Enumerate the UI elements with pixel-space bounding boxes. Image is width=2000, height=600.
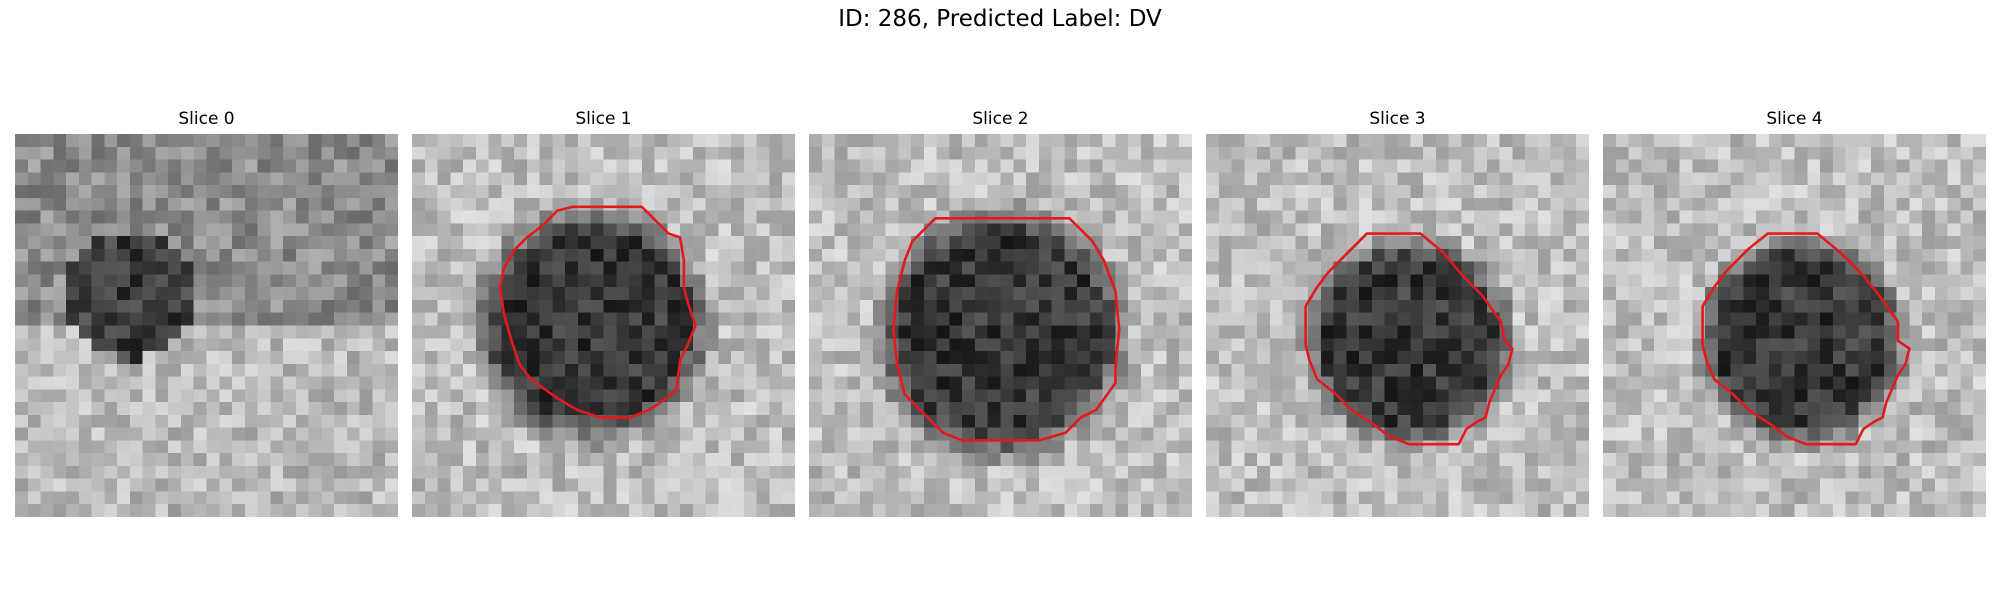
slice-panel: Slice 4: [1603, 104, 1986, 517]
figure-title: ID: 286, Predicted Label: DV: [838, 6, 1162, 32]
segmentation-contour: [1304, 232, 1514, 446]
slice-title: Slice 3: [1369, 109, 1426, 129]
slice-image: [1206, 134, 1589, 517]
slice-title: Slice 0: [178, 109, 235, 129]
segmentation-contour: [498, 205, 697, 419]
slice-title: Slice 1: [575, 109, 632, 129]
segmentation-contour: [892, 217, 1121, 442]
slice-image: [15, 134, 398, 517]
slice-panel: Slice 1: [412, 104, 795, 517]
slice-image: [1603, 134, 1986, 517]
slice-panel: Slice 0: [15, 104, 398, 517]
slice-title: Slice 4: [1766, 109, 1823, 129]
slice-image: [412, 134, 795, 517]
slice-panel: Slice 3: [1206, 104, 1589, 517]
segmentation-contour: [1701, 232, 1911, 446]
slice-panel: Slice 2: [809, 104, 1192, 517]
slice-title: Slice 2: [972, 109, 1029, 129]
slice-image: [809, 134, 1192, 517]
